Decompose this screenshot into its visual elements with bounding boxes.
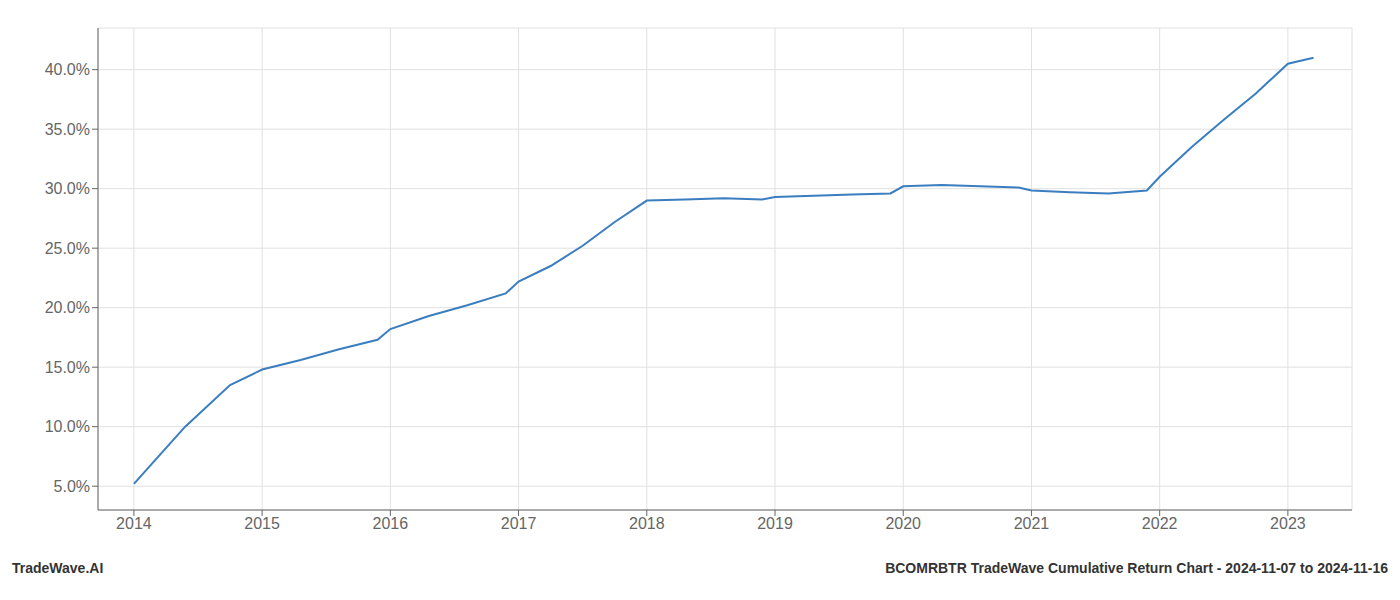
svg-text:2015: 2015 <box>244 515 280 532</box>
svg-text:35.0%: 35.0% <box>45 121 90 138</box>
svg-text:2020: 2020 <box>885 515 921 532</box>
svg-text:2018: 2018 <box>629 515 665 532</box>
svg-text:2014: 2014 <box>116 515 152 532</box>
svg-text:2017: 2017 <box>501 515 537 532</box>
svg-text:2016: 2016 <box>373 515 409 532</box>
svg-text:2021: 2021 <box>1014 515 1050 532</box>
svg-text:40.0%: 40.0% <box>45 61 90 78</box>
svg-text:10.0%: 10.0% <box>45 418 90 435</box>
svg-text:15.0%: 15.0% <box>45 359 90 376</box>
svg-text:2023: 2023 <box>1270 515 1306 532</box>
svg-text:20.0%: 20.0% <box>45 299 90 316</box>
html-text:BCOMRBTR TradeWave Cumulative: BCOMRBTR TradeWave Cumulative Return Cha… <box>885 560 1388 576</box>
svg-text:30.0%: 30.0% <box>45 180 90 197</box>
svg-text:25.0%: 25.0% <box>45 240 90 257</box>
svg-text:2022: 2022 <box>1142 515 1178 532</box>
svg-text:2019: 2019 <box>757 515 793 532</box>
html-text:TradeWave.AI: TradeWave.AI <box>12 560 104 576</box>
svg-text:5.0%: 5.0% <box>54 478 90 495</box>
